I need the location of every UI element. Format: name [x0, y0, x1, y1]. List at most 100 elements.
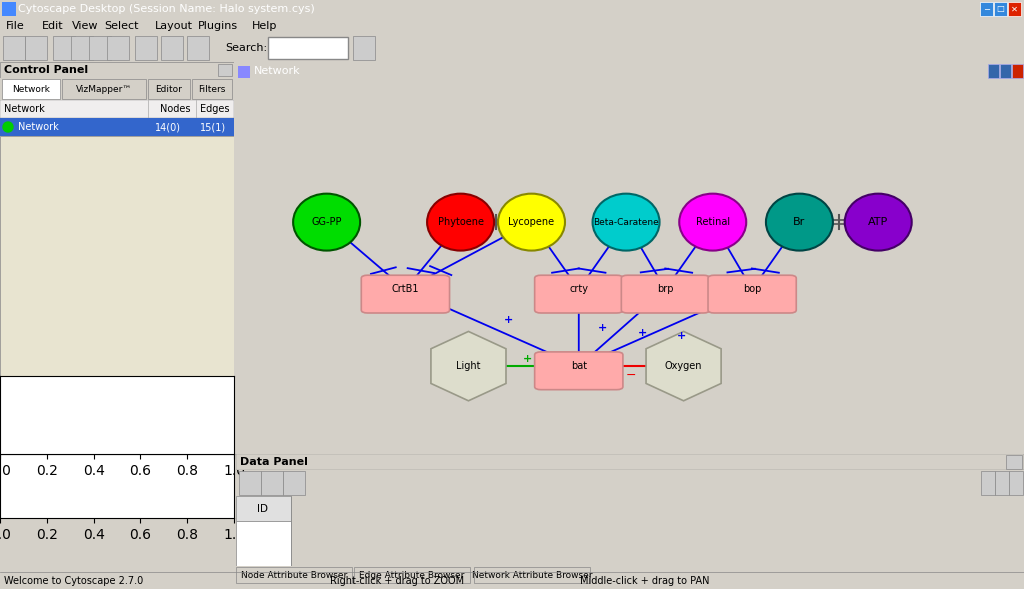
FancyBboxPatch shape — [261, 471, 283, 495]
Ellipse shape — [845, 194, 911, 250]
FancyBboxPatch shape — [535, 352, 623, 390]
Circle shape — [63, 428, 72, 436]
FancyBboxPatch shape — [236, 567, 352, 583]
Text: File: File — [6, 21, 25, 31]
Text: □: □ — [996, 5, 1005, 14]
Text: Network: Network — [254, 66, 301, 76]
Text: GG-PP: GG-PP — [311, 217, 342, 227]
Circle shape — [63, 410, 72, 418]
Text: Cytoscape Desktop (Session Name: Halo system.cys): Cytoscape Desktop (Session Name: Halo sy… — [18, 4, 314, 14]
FancyBboxPatch shape — [239, 471, 261, 495]
FancyBboxPatch shape — [1006, 455, 1022, 469]
FancyBboxPatch shape — [236, 454, 1024, 470]
Text: 15(1): 15(1) — [200, 122, 226, 132]
FancyBboxPatch shape — [161, 36, 183, 60]
FancyBboxPatch shape — [218, 64, 232, 76]
Text: Network Attribute Browser: Network Attribute Browser — [472, 571, 592, 580]
Text: CrtB1: CrtB1 — [391, 284, 419, 294]
FancyBboxPatch shape — [3, 36, 25, 60]
Circle shape — [104, 395, 112, 403]
Text: View: View — [72, 21, 98, 31]
Ellipse shape — [293, 194, 360, 250]
FancyBboxPatch shape — [354, 567, 470, 583]
Circle shape — [11, 395, 19, 403]
Text: bop: bop — [743, 284, 761, 294]
Text: Lycopene: Lycopene — [509, 217, 555, 227]
FancyBboxPatch shape — [106, 36, 129, 60]
Circle shape — [78, 395, 86, 403]
Text: Control Panel: Control Panel — [4, 65, 88, 75]
Ellipse shape — [427, 194, 494, 250]
FancyBboxPatch shape — [353, 36, 375, 60]
Text: Select: Select — [104, 21, 138, 31]
Text: ATP: ATP — [868, 217, 889, 227]
Circle shape — [106, 410, 114, 418]
Text: Beta-Caratene: Beta-Caratene — [593, 217, 658, 227]
Text: ─: ─ — [984, 5, 989, 14]
FancyBboxPatch shape — [361, 275, 450, 313]
Ellipse shape — [679, 194, 746, 250]
Text: brp: brp — [657, 284, 674, 294]
Circle shape — [41, 428, 49, 436]
Circle shape — [54, 395, 62, 403]
FancyBboxPatch shape — [622, 275, 710, 313]
Text: Node Attribute Browser: Node Attribute Browser — [241, 571, 347, 580]
Circle shape — [126, 395, 134, 403]
Circle shape — [151, 395, 159, 403]
Text: Edge Attribute Browser: Edge Attribute Browser — [359, 571, 465, 580]
Polygon shape — [646, 332, 721, 401]
Text: Search:: Search: — [225, 43, 267, 53]
Text: Right-click + drag to ZOOM: Right-click + drag to ZOOM — [330, 576, 464, 586]
FancyBboxPatch shape — [236, 496, 291, 521]
FancyBboxPatch shape — [981, 471, 995, 495]
Circle shape — [28, 410, 36, 418]
FancyBboxPatch shape — [1000, 64, 1011, 78]
Circle shape — [86, 428, 94, 436]
Circle shape — [84, 410, 92, 418]
FancyBboxPatch shape — [89, 36, 111, 60]
Text: Phytoene: Phytoene — [437, 217, 483, 227]
Text: Help: Help — [252, 21, 278, 31]
Text: Welcome to Cytoscape 2.7.0: Welcome to Cytoscape 2.7.0 — [4, 576, 143, 586]
FancyBboxPatch shape — [148, 79, 190, 99]
Text: −: − — [626, 369, 637, 382]
FancyBboxPatch shape — [283, 471, 305, 495]
Text: Nodes: Nodes — [160, 104, 190, 114]
Circle shape — [38, 395, 46, 403]
Text: +: + — [677, 331, 686, 341]
Text: ID: ID — [257, 504, 268, 514]
Text: 14(0): 14(0) — [155, 122, 181, 132]
FancyBboxPatch shape — [0, 136, 234, 376]
Polygon shape — [431, 332, 506, 401]
Ellipse shape — [766, 194, 833, 250]
FancyBboxPatch shape — [708, 275, 797, 313]
FancyBboxPatch shape — [994, 2, 1007, 16]
Text: ✕: ✕ — [1011, 5, 1018, 14]
Ellipse shape — [593, 194, 659, 250]
FancyBboxPatch shape — [2, 2, 16, 16]
FancyBboxPatch shape — [995, 471, 1009, 495]
FancyBboxPatch shape — [535, 275, 623, 313]
FancyBboxPatch shape — [268, 37, 348, 59]
FancyBboxPatch shape — [980, 2, 993, 16]
Text: Br: Br — [794, 217, 806, 227]
Ellipse shape — [498, 194, 565, 250]
FancyBboxPatch shape — [238, 66, 250, 78]
Text: Plugins: Plugins — [198, 21, 239, 31]
FancyBboxPatch shape — [53, 36, 75, 60]
Text: Light: Light — [457, 361, 480, 371]
FancyBboxPatch shape — [1009, 471, 1023, 495]
FancyBboxPatch shape — [0, 62, 234, 78]
FancyBboxPatch shape — [193, 79, 232, 99]
Text: Network: Network — [4, 104, 45, 114]
Text: Editor: Editor — [156, 84, 182, 94]
Text: +: + — [523, 353, 532, 363]
FancyBboxPatch shape — [236, 521, 291, 566]
FancyBboxPatch shape — [135, 36, 157, 60]
FancyBboxPatch shape — [187, 36, 209, 60]
Text: crty: crty — [569, 284, 588, 294]
Text: Edit: Edit — [42, 21, 63, 31]
Text: VizMapper™: VizMapper™ — [76, 84, 132, 94]
Text: Network: Network — [18, 122, 58, 132]
Text: Oxygen: Oxygen — [665, 361, 702, 371]
